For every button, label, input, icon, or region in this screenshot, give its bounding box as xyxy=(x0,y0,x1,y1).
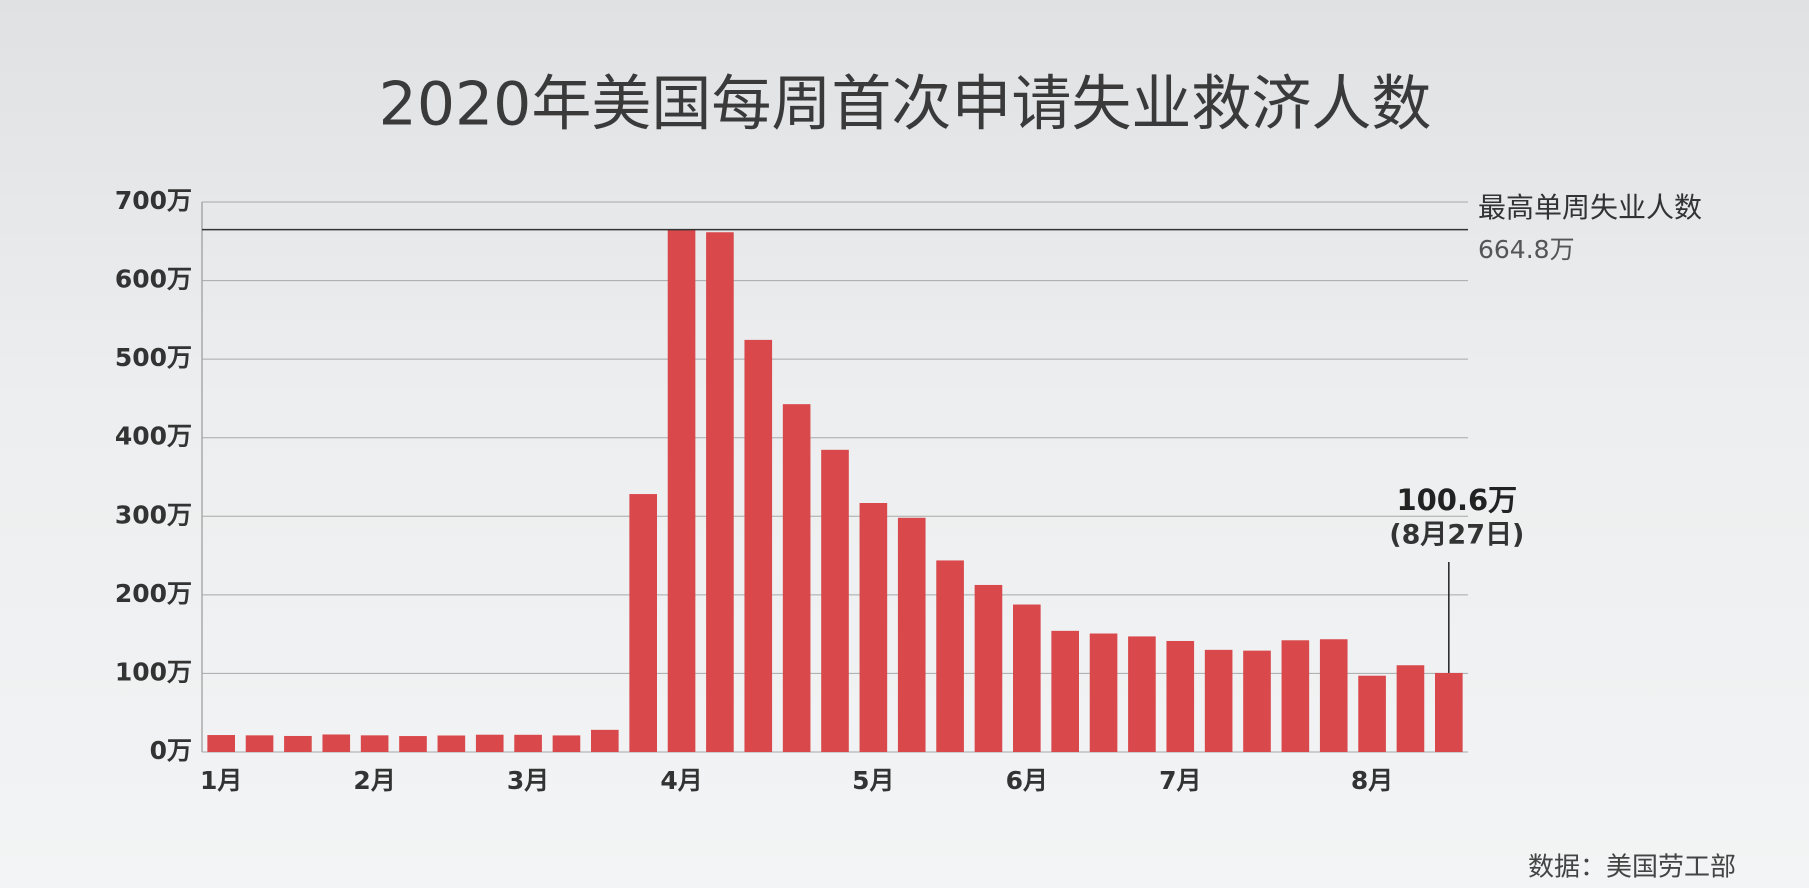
bar xyxy=(897,517,926,752)
bar xyxy=(284,735,312,752)
y-tick-label: 0万 xyxy=(150,736,192,765)
bar xyxy=(744,339,773,752)
bar xyxy=(207,735,235,752)
x-tick-label: 7月 xyxy=(1159,766,1201,795)
bar xyxy=(1358,675,1386,752)
y-tick-label: 100万 xyxy=(115,657,192,686)
bar xyxy=(1089,633,1118,752)
bar xyxy=(1128,636,1156,752)
x-tick-label: 8月 xyxy=(1351,766,1393,795)
max-line-title: 最高单周失业人数 xyxy=(1478,191,1702,224)
bar xyxy=(360,735,389,752)
y-tick-label: 700万 xyxy=(115,186,192,215)
max-line-label: 664.8万 xyxy=(1478,235,1575,264)
bar xyxy=(1243,650,1271,752)
bar xyxy=(475,734,504,752)
bar xyxy=(1166,640,1195,752)
bar xyxy=(1396,665,1425,752)
bar xyxy=(245,735,274,752)
chart-title: 2020年美国每周首次申请失业救济人数 xyxy=(379,70,1432,140)
y-tick-label: 500万 xyxy=(115,343,192,372)
y-tick-label: 600万 xyxy=(115,265,192,294)
bar xyxy=(667,229,696,752)
bar xyxy=(1051,630,1079,752)
bar xyxy=(1435,672,1463,752)
bar xyxy=(974,584,1003,752)
bar xyxy=(936,560,964,752)
y-tick-label: 300万 xyxy=(115,500,192,529)
bar xyxy=(437,735,466,752)
y-tick-label: 400万 xyxy=(115,422,192,451)
bar xyxy=(629,494,657,752)
bar xyxy=(1319,639,1348,752)
bar xyxy=(1013,604,1041,752)
bar xyxy=(399,736,427,752)
x-tick-label: 4月 xyxy=(660,766,702,795)
source-note: 数据：美国劳工部 xyxy=(1528,853,1736,883)
x-tick-label: 1月 xyxy=(200,766,242,795)
bar xyxy=(1204,649,1233,752)
bar xyxy=(514,734,542,752)
bar xyxy=(859,503,888,752)
x-tick-label: 2月 xyxy=(353,766,395,795)
bar xyxy=(1281,640,1310,752)
x-tick-label: 6月 xyxy=(1006,766,1048,795)
value-note: (8月27日) xyxy=(1389,520,1524,551)
bar xyxy=(782,404,811,752)
x-tick-label: 3月 xyxy=(507,766,549,795)
bar xyxy=(591,729,619,752)
bar xyxy=(821,449,849,752)
value-label: 100.6万 xyxy=(1396,483,1517,517)
x-tick-label: 5月 xyxy=(852,766,894,795)
bar xyxy=(706,232,734,752)
bar xyxy=(322,734,351,752)
bar xyxy=(552,735,581,752)
y-tick-label: 200万 xyxy=(115,579,192,608)
